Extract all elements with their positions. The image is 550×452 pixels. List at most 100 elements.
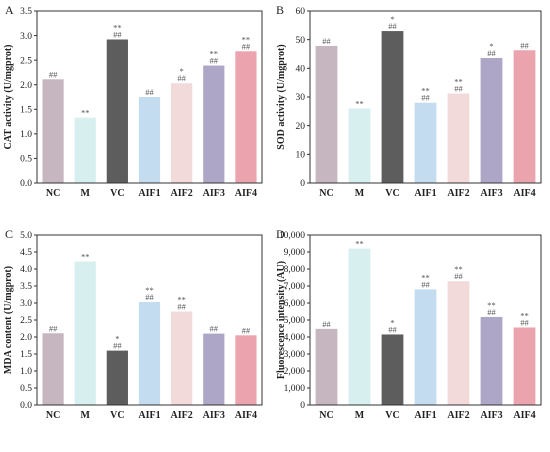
panel-b-bar-aif1 bbox=[414, 102, 437, 183]
panel-d-bar-vc bbox=[381, 334, 404, 405]
panel-a-sig-label: ** bbox=[81, 108, 90, 118]
panel-a-sig-label: ** bbox=[113, 23, 122, 33]
panel-b-sig-label: ## bbox=[388, 21, 397, 31]
panel-a-sig-label: ## bbox=[113, 30, 122, 40]
panel-d-sig-label: ** bbox=[520, 310, 529, 320]
panel-c-sig-label: ## bbox=[177, 302, 186, 312]
panel-b-y-tick-label: 40 bbox=[296, 65, 306, 75]
panel-b-sig-label: * bbox=[489, 41, 493, 51]
panel-c-category-label: AIF2 bbox=[171, 410, 193, 421]
panel-a-y-tick-label: 0.0 bbox=[20, 179, 32, 189]
panel-c-y-tick-label: 3.0 bbox=[20, 299, 32, 309]
panel-b-y-tick-label: 60 bbox=[296, 7, 306, 17]
panel-a-bar-m bbox=[74, 117, 96, 183]
panel-a-bar-aif1 bbox=[138, 97, 161, 183]
panel-c-bar-vc bbox=[106, 350, 128, 405]
panel-d-sig-label: ## bbox=[322, 319, 331, 329]
panel-a-sig-label: ## bbox=[242, 41, 251, 51]
panel-c-sig-label: ## bbox=[145, 292, 154, 302]
panel-b-category-label: AIF2 bbox=[447, 188, 469, 199]
panel-a-category-label: AIF1 bbox=[138, 188, 160, 199]
panel-d-bar-nc bbox=[315, 328, 338, 405]
panel-a-letter: A bbox=[5, 3, 14, 17]
panel-a-bar-nc bbox=[42, 79, 64, 183]
panel-c-category-label: M bbox=[80, 410, 90, 421]
panel-d-sig-label: ** bbox=[454, 264, 463, 274]
panel-d-sig-label: ** bbox=[355, 239, 364, 249]
panel-d-y-tick-label: 4,000 bbox=[284, 333, 306, 343]
panel-b-category-label: AIF4 bbox=[513, 188, 535, 199]
panel-c-sig-label: * bbox=[115, 334, 119, 344]
panel-c-y-tick-label: 1.0 bbox=[20, 367, 32, 377]
panel-a-sig-label: ** bbox=[210, 49, 219, 59]
panel-a-y-tick-label: 2.0 bbox=[20, 81, 32, 91]
panel-a-category-label: NC bbox=[46, 188, 60, 199]
panel-c-sig-label: ## bbox=[210, 324, 219, 334]
panel-b-y-tick-label: 0 bbox=[300, 179, 305, 189]
panel-a-sig-label: ## bbox=[145, 87, 154, 97]
panel-d-sig-label: * bbox=[390, 317, 394, 327]
panel-c-bar-aif3 bbox=[203, 333, 225, 405]
panel-b-sig-label: ** bbox=[454, 77, 463, 87]
panel-d-category-label: AIF4 bbox=[513, 410, 535, 421]
panel-b-sig-label: * bbox=[390, 14, 394, 24]
panel-a-bar-aif4 bbox=[235, 51, 257, 183]
panel-d-bar-aif1 bbox=[414, 289, 437, 405]
panel-d-bar-m bbox=[348, 248, 371, 405]
panel-c-bar-aif4 bbox=[235, 335, 257, 405]
panel-b-bar-aif4 bbox=[513, 50, 536, 184]
panel-b-y-tick-label: 30 bbox=[296, 93, 306, 103]
panel-d-category-label: AIF1 bbox=[414, 410, 436, 421]
panel-d-y-tick-label: 2,000 bbox=[284, 367, 306, 377]
panel-d-sig-label: ** bbox=[421, 272, 430, 282]
panel-c-category-label: NC bbox=[46, 410, 60, 421]
panel-a-y-tick-label: 1.5 bbox=[20, 105, 32, 115]
panel-d-bar-aif4 bbox=[513, 327, 536, 405]
panel-a-y-tick-label: 0.5 bbox=[20, 155, 32, 165]
panel-c-y-tick-label: 2.5 bbox=[20, 316, 32, 326]
panel-c-y-tick-label: 0.5 bbox=[20, 384, 32, 394]
panel-a-category-label: AIF4 bbox=[235, 188, 257, 199]
panel-c-bar-aif2 bbox=[171, 311, 193, 405]
panel-c-bar-nc bbox=[42, 333, 64, 405]
panel-a-sig-label: ## bbox=[49, 69, 58, 79]
panel-c-bar-m bbox=[74, 261, 96, 405]
panel-c-category-label: AIF3 bbox=[203, 410, 225, 421]
panel-b-sig-label: ## bbox=[322, 36, 331, 46]
panel-a-bar-aif3 bbox=[203, 65, 225, 183]
panel-b-bar-vc bbox=[381, 31, 404, 183]
panel-a-bar-vc bbox=[106, 39, 128, 184]
panel-b-y-tick-label: 20 bbox=[296, 122, 306, 132]
panel-c-category-label: VC bbox=[110, 410, 124, 421]
panel-d-y-tick-label: 8,000 bbox=[284, 265, 306, 275]
panel-c-y-tick-label: 1.5 bbox=[20, 350, 32, 360]
panel-d-y-tick-label: 5,000 bbox=[284, 316, 306, 326]
panel-b-category-label: M bbox=[355, 188, 365, 199]
panel-a-sig-label: ** bbox=[242, 34, 251, 44]
panel-a-y-tick-label: 2.5 bbox=[20, 56, 32, 66]
panel-b-bar-nc bbox=[315, 45, 338, 184]
panel-d-y-tick-label: 9,000 bbox=[284, 248, 306, 258]
panel-a-category-label: VC bbox=[110, 188, 124, 199]
panel-c-y-tick-label: 2.0 bbox=[20, 333, 32, 343]
panel-d-y-tick-label: 3,000 bbox=[284, 350, 306, 360]
panel-a-bar-aif2 bbox=[171, 83, 193, 183]
panel-b-y-axis-title: SOD activity (U/mgprot) bbox=[276, 44, 287, 149]
panel-b-bar-aif2 bbox=[447, 93, 470, 183]
panel-a-y-tick-label: 3.0 bbox=[20, 32, 32, 42]
panel-d-y-axis-title: Fluorescence intensity (AU) bbox=[276, 261, 287, 379]
panel-b-sig-label: ** bbox=[355, 98, 364, 108]
panel-c-sig-label: ## bbox=[242, 325, 251, 335]
panel-d-category-label: VC bbox=[385, 410, 399, 421]
panel-d-category-label: M bbox=[355, 410, 365, 421]
panel-c-sig-label: ## bbox=[113, 341, 122, 351]
panel-b-y-tick-label: 50 bbox=[296, 36, 306, 46]
panel-d-sig-label: ## bbox=[520, 317, 529, 327]
panel-a-y-axis-title: CAT activity (U/mgprot) bbox=[3, 45, 14, 150]
panel-d-sig-label: ## bbox=[388, 324, 397, 334]
panel-b-sig-label: ## bbox=[487, 48, 496, 58]
panel-c-category-label: AIF4 bbox=[235, 410, 257, 421]
panel-a-sig-label: ## bbox=[177, 73, 186, 83]
